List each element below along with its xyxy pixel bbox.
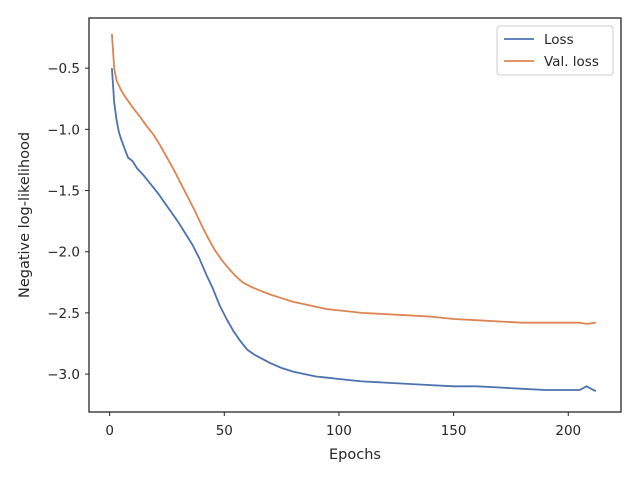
x-axis-ticks: 0 50 100 150 200 <box>105 412 581 439</box>
y-tick-label: −1.0 <box>47 122 80 138</box>
plot-frame <box>88 17 622 413</box>
legend-label-val-loss: Val. loss <box>544 54 599 70</box>
y-tick-label: −2.5 <box>47 306 80 322</box>
series-line-val-loss <box>111 33 596 325</box>
y-tick-label: −0.5 <box>47 61 80 77</box>
y-tick-label: −2.0 <box>47 245 80 261</box>
series-line-loss <box>111 68 597 392</box>
x-tick-label: 200 <box>555 423 581 439</box>
legend: Loss Val. loss <box>496 25 614 76</box>
series-lines <box>111 33 597 392</box>
y-axis-ticks: −3.0 −2.5 −2.0 −1.5 −1.0 −0.5 <box>47 61 89 383</box>
x-axis-label: Epochs <box>329 447 381 463</box>
y-tick-label: −1.5 <box>47 184 80 200</box>
x-tick-label: 100 <box>326 423 352 439</box>
x-tick-label: 0 <box>105 423 114 439</box>
x-tick-label: 150 <box>441 423 467 439</box>
x-tick-label: 50 <box>216 423 233 439</box>
y-tick-label: −3.0 <box>47 367 80 383</box>
y-axis-label: Negative log-likelihood <box>17 132 33 298</box>
legend-label-loss: Loss <box>544 32 574 48</box>
